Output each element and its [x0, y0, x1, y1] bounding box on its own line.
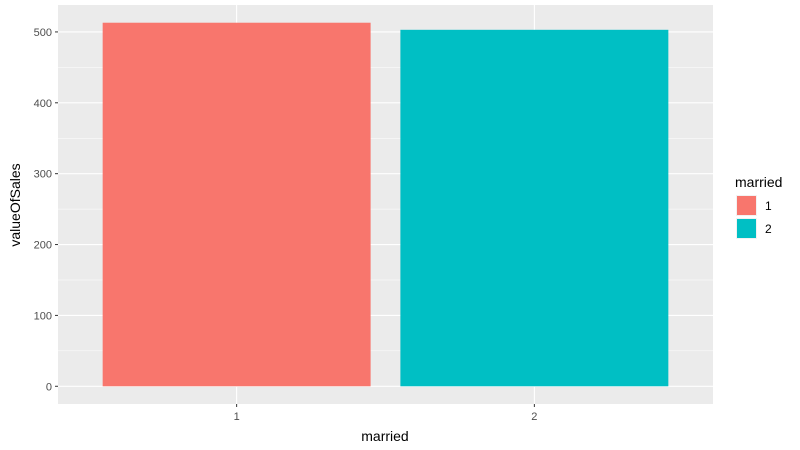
legend-swatch [737, 196, 756, 215]
y-tick-label: 0 [46, 381, 52, 393]
y-axis-title: valueOfSales [7, 163, 23, 246]
y-axis-ticks: 0 100 200 300 400 500 [34, 27, 58, 393]
x-axis-title: married [361, 428, 408, 444]
legend-swatch [737, 219, 756, 238]
y-tick-label: 400 [34, 98, 52, 110]
legend-label: 1 [765, 199, 772, 213]
y-tick-label: 200 [34, 240, 52, 252]
legend-items: 12 [736, 195, 772, 239]
y-tick-label: 100 [34, 310, 52, 322]
bar-1 [102, 22, 371, 387]
legend-label: 2 [765, 222, 772, 236]
y-tick-label: 500 [34, 27, 52, 39]
legend: married 12 [735, 174, 782, 239]
y-tick-label: 300 [34, 169, 52, 181]
x-tick-label: 1 [234, 411, 240, 423]
bars [102, 22, 669, 387]
x-tick-label: 2 [531, 411, 537, 423]
legend-title: married [735, 174, 782, 190]
bar-2 [400, 29, 669, 387]
